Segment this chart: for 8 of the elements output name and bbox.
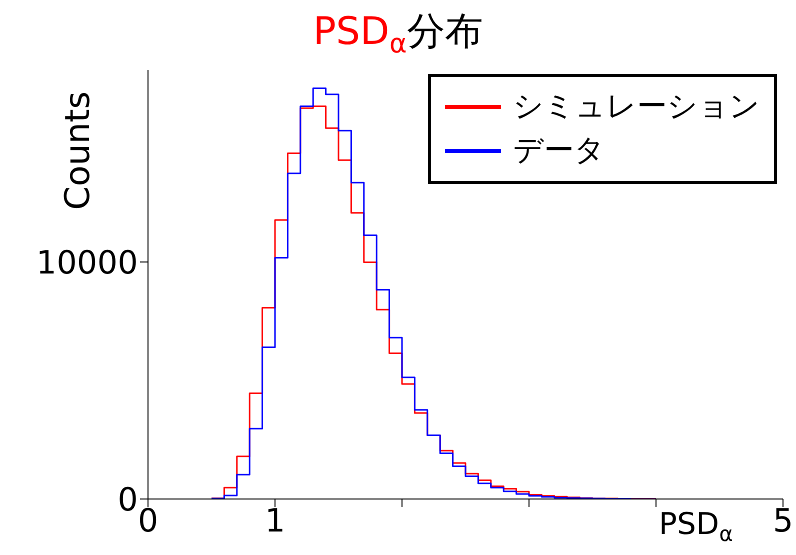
- legend-label: シミュレーション: [513, 88, 760, 126]
- x-axis-title: PSD$_{α}$: [658, 507, 733, 546]
- legend-label: データ: [513, 132, 605, 170]
- chart-title: PSD$_{α}$分布: [313, 9, 483, 60]
- x-tick-label: 5: [772, 502, 794, 540]
- y-axis-title: Counts: [58, 91, 98, 210]
- x-tick-label: 1: [264, 502, 286, 540]
- y-tick-label: 10000: [36, 243, 138, 282]
